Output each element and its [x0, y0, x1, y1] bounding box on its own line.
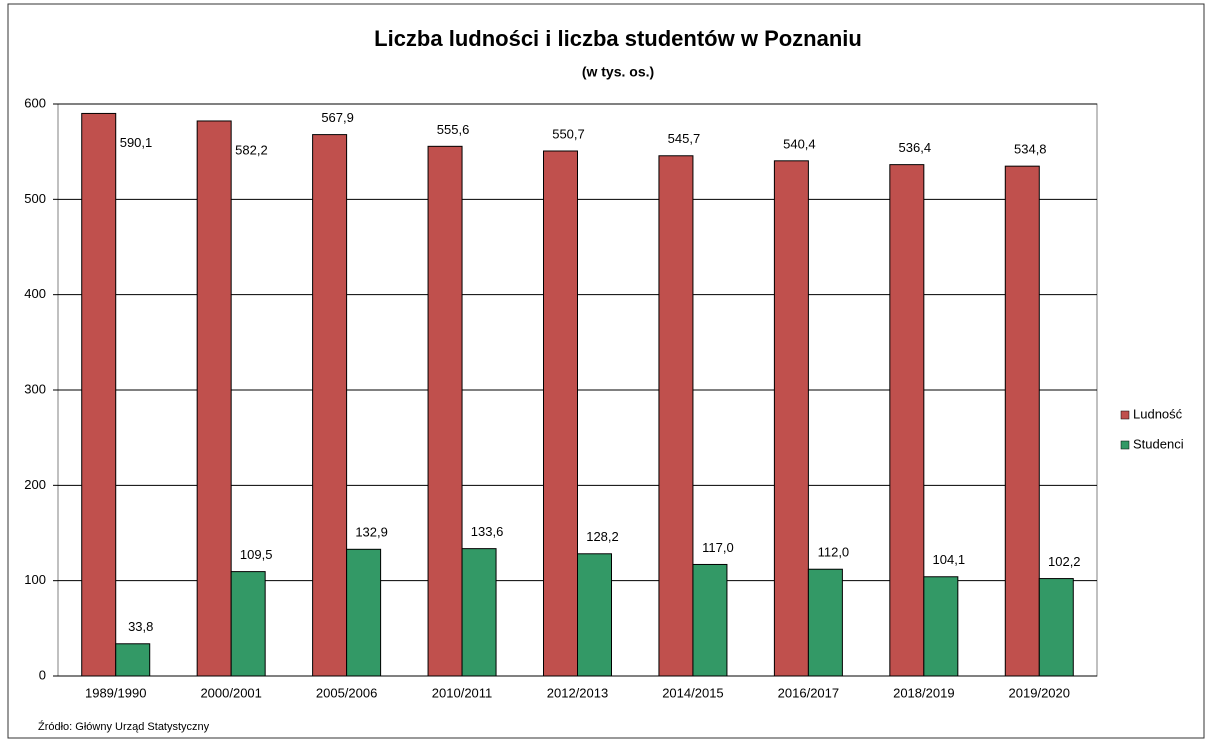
bar [1004, 165, 1040, 677]
y-tick-label: 0 [39, 667, 46, 682]
x-tick-label: 2019/2020 [1009, 685, 1070, 700]
bar [1038, 578, 1074, 677]
y-tick-label: 600 [24, 95, 46, 110]
bar [577, 553, 612, 677]
bar [196, 120, 232, 677]
data-label: 567,9 [321, 110, 354, 125]
chart-title: Liczba ludności i liczba studentów w Poz… [374, 26, 862, 51]
x-tick-label: 2016/2017 [778, 685, 839, 700]
x-tick-label: 1989/1990 [85, 685, 146, 700]
data-label: 33,8 [128, 619, 153, 634]
legend-label: Studenci [1133, 436, 1184, 451]
x-tick-label: 2010/2011 [432, 685, 493, 700]
y-tick-label: 400 [24, 286, 46, 301]
x-tick-label: 2005/2006 [316, 685, 377, 700]
bar [81, 112, 117, 677]
data-label: 104,1 [933, 552, 966, 567]
data-label: 536,4 [899, 140, 932, 155]
bar [543, 150, 578, 677]
bar [923, 576, 959, 677]
data-label: 117,0 [702, 540, 734, 555]
data-label: 128,2 [586, 529, 619, 544]
legend-label: Ludność [1133, 406, 1183, 421]
chart-subtitle: (w tys. os.) [582, 64, 654, 80]
data-label: 132,9 [355, 525, 388, 540]
y-tick-label: 100 [24, 572, 46, 587]
bar [312, 134, 348, 677]
data-label: 550,7 [552, 126, 585, 141]
bar [807, 568, 843, 677]
y-tick-label: 500 [24, 191, 46, 206]
data-label: 112,0 [818, 545, 850, 560]
bar [461, 548, 497, 677]
x-tick-label: 2014/2015 [662, 685, 723, 700]
data-label: 133,6 [471, 524, 504, 539]
data-label: 545,7 [668, 131, 701, 146]
bar [889, 164, 925, 677]
bar [692, 563, 728, 677]
x-tick-label: 2012/2013 [547, 685, 608, 700]
bar [773, 160, 809, 677]
bar [230, 571, 266, 677]
bar [658, 155, 694, 677]
data-label: 582,2 [235, 142, 268, 157]
bar [427, 145, 463, 677]
data-label: 540,4 [783, 136, 816, 151]
x-tick-label: 2000/2001 [200, 685, 261, 700]
data-label: 590,1 [120, 135, 153, 150]
source-note: Źródło: Główny Urząd Statystyczny [38, 720, 210, 733]
data-label: 534,8 [1014, 142, 1047, 157]
y-tick-label: 200 [24, 477, 46, 492]
data-label: 109,5 [240, 547, 273, 562]
data-label: 102,2 [1048, 554, 1081, 569]
y-tick-label: 300 [24, 381, 46, 396]
data-label: 555,6 [437, 122, 470, 137]
legend-swatch [1120, 440, 1130, 450]
x-tick-label: 2018/2019 [893, 685, 954, 700]
bar [115, 643, 151, 677]
bar [346, 548, 382, 677]
legend-swatch [1120, 410, 1130, 420]
